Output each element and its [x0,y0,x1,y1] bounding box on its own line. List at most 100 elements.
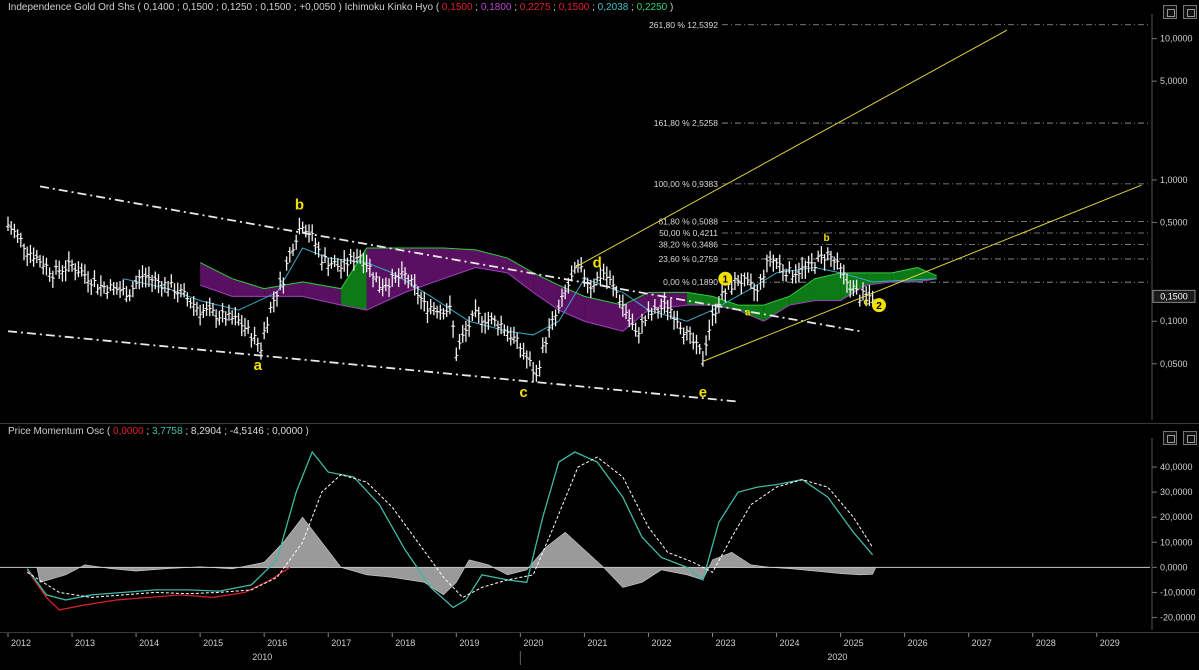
wave-label: b [823,233,829,244]
last-price-label: 0,1500 [1160,291,1188,301]
price-bar [777,254,782,274]
time-axis[interactable]: 2012 2013 2014 2015 2016 2017 2018 2019 2020 2021… [0,632,1199,665]
time-axis-label: 2015 [203,638,223,648]
price-bar [281,277,286,294]
osc-restore-button[interactable] [1183,431,1197,445]
price-bar [15,229,20,243]
time-axis-label: 2019 [459,638,479,648]
price-bar [828,250,833,267]
price-bar [700,351,705,367]
price-bar [102,281,107,294]
price-bar [665,300,670,321]
price-bar [569,265,574,282]
price-bar [236,312,241,326]
fast-momentum-line [26,450,874,609]
price-bar [812,262,817,274]
fib-level-label: 261,80 % 12,5392 [649,20,718,30]
price-bar [127,289,132,302]
price-bar [332,254,337,268]
red-signal-line [26,566,291,611]
price-bar [191,296,196,316]
price-bar [210,302,215,316]
time-axis-label: 2014 [139,638,159,648]
price-bar [495,320,500,336]
price-bar [768,250,773,267]
price-bar [143,267,148,288]
time-axis-label: 2013 [75,638,95,648]
price-bar [367,258,372,278]
restore-panel-button[interactable] [1183,5,1197,19]
price-bar [57,260,62,280]
price-bar [300,221,305,234]
time-axis-label: 2025 [844,638,864,648]
price-bar [761,269,766,288]
price-bar [403,267,408,285]
price-bar [194,301,199,316]
price-bar [371,272,376,288]
cloud-segment [475,249,508,273]
price-bar [547,318,552,338]
oscillator-name: Price Momentum Osc [8,426,105,437]
price-bar [579,257,584,273]
price-bar [380,278,385,297]
price-bar [140,265,145,288]
price-bar [82,264,87,284]
price-bar [563,284,568,300]
header-value: -4,5146 [229,426,264,437]
time-axis-sublabel: 2010 [252,652,272,662]
cloud-segment [232,278,265,297]
price-bar [316,241,321,258]
header-value: 0,2038 [597,2,629,13]
price-bar [441,307,446,320]
price-bar [691,332,696,350]
cloud-segment [443,247,476,279]
price-bar [656,306,661,319]
price-bar [806,255,811,273]
price-bar [463,320,468,342]
price-bar [819,246,824,264]
price-bar [838,263,843,279]
cloud-segment [814,272,841,301]
price-bar [476,306,481,324]
fib-level-label: 50,00 % 0,4211 [659,228,718,238]
wave-label: b [295,196,304,213]
price-bar [780,264,785,282]
price-bar [291,243,295,256]
price-bar [303,224,308,238]
price-bar [534,364,539,382]
price-bar [178,283,183,298]
maximize-panel-button[interactable] [1163,5,1177,19]
price-chart-panel[interactable]: Independence Gold Ord Shs ( 0,1400 ; 0,1… [0,0,1199,424]
price-bar [86,271,91,293]
price-bar [518,343,523,358]
time-axis-label: 2024 [780,638,800,648]
time-axis-sublabel: 2020 [827,652,847,662]
price-bar [835,252,840,270]
price-bar [431,302,436,316]
price-bar [825,247,830,261]
price-bar [505,325,510,342]
price-bar [121,279,126,296]
momentum-histogram [36,516,877,596]
momentum-oscillator-panel[interactable]: Price Momentum Osc ( 0,0000 ; 3,7758 ; 8… [0,424,1199,632]
header-value: 0,1500 [441,2,473,13]
wave-marker-circle [718,271,733,286]
price-bar [70,259,75,272]
price-bar [6,216,10,231]
osc-maximize-button[interactable] [1163,431,1177,445]
oscillator-canvas[interactable]: 40,0000 30,0000 20,0000 10,0000 0,0000 -10,00… [0,424,1199,632]
price-bar [598,267,603,287]
price-bar [31,247,36,267]
cloud-segment [789,278,815,306]
price-bar [265,316,270,334]
price-bar [12,223,17,239]
price-bar [697,343,702,355]
price-axis-label: 0,0500 [1160,359,1188,369]
price-chart-canvas[interactable]: 10,00005,00001,00000,50000,10000,0500261… [0,0,1199,423]
price-bar [150,274,155,292]
price-bar [348,248,353,265]
price-bar [457,334,462,350]
price-bar [502,324,507,336]
price-bar [720,284,725,300]
price-bar [745,272,750,286]
